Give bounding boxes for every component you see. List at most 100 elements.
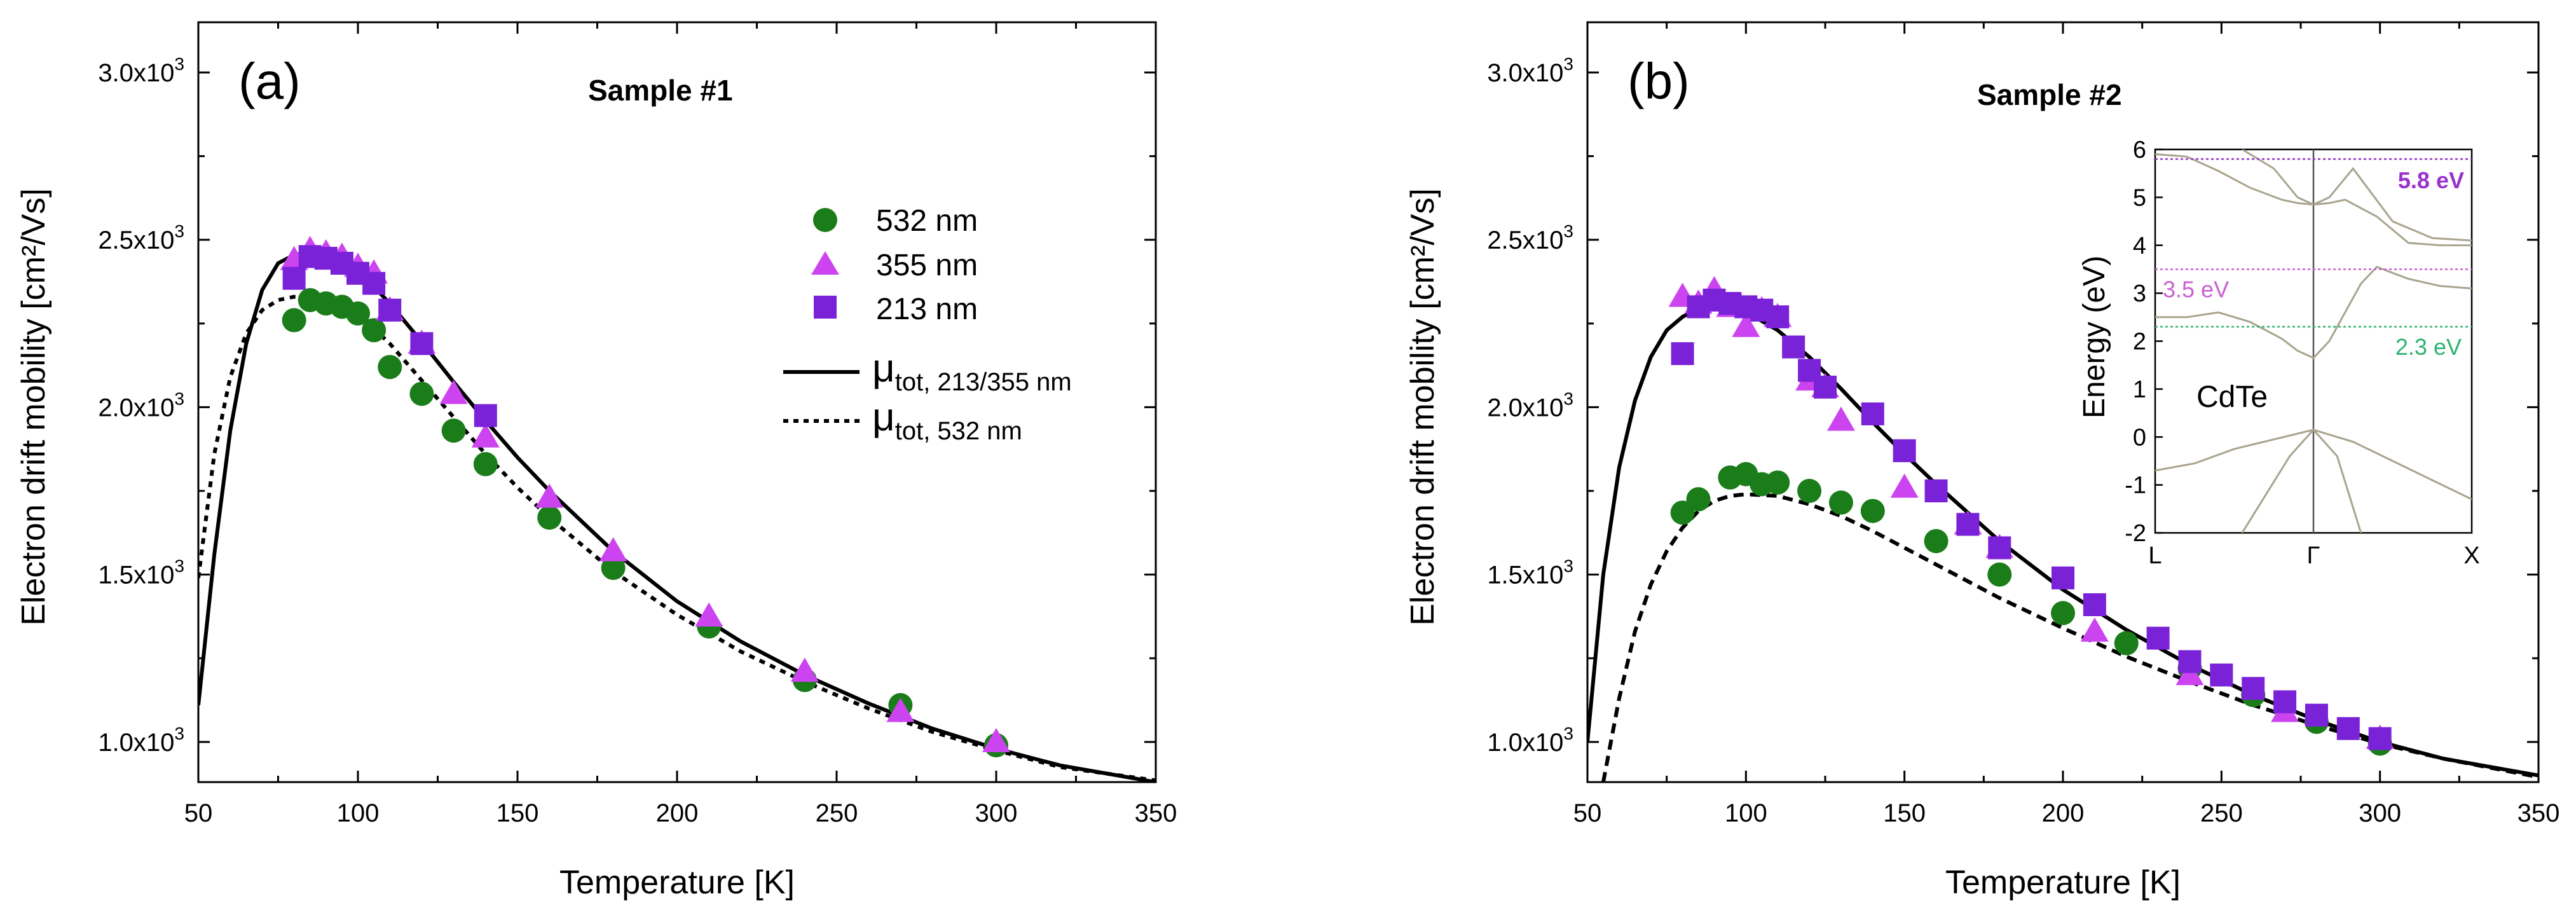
legend-label-355: 355 nm bbox=[876, 249, 978, 282]
panel-b-point-532nm bbox=[1860, 499, 1885, 523]
panel-b-point-213nm bbox=[2178, 650, 2202, 673]
inset-ytick-label: -1 bbox=[2125, 472, 2146, 499]
inset-ytick-label: 0 bbox=[2133, 424, 2146, 451]
legend-label-dotted: μtot, 532 nm bbox=[872, 396, 1022, 445]
panel-a-label: (a) bbox=[238, 53, 301, 109]
panel-b-point-532nm bbox=[1797, 479, 1822, 504]
inset-ytick-label: 4 bbox=[2133, 233, 2146, 259]
panel-b-xtick-label: 350 bbox=[2518, 799, 2560, 827]
panel-a-point-532nm bbox=[473, 451, 498, 476]
panel-b-point-532nm bbox=[1828, 490, 1853, 515]
inset-xtick-label: L bbox=[2148, 542, 2162, 569]
inset-title: CdTe bbox=[2196, 380, 2268, 414]
panel-a-legend: 532 nm 355 nm 213 nm μtot, 213/355 nm μt… bbox=[783, 204, 1072, 445]
panel-a-point-355nm bbox=[790, 657, 819, 682]
panel-a-point-532nm bbox=[378, 355, 402, 380]
panel-a-point-355nm bbox=[695, 602, 723, 627]
inset-ytick-label: 1 bbox=[2133, 376, 2146, 403]
panel-b-point-355nm bbox=[1732, 313, 1760, 338]
inset-level-label: 5.8 eV bbox=[2398, 167, 2464, 193]
panel-b-point-213nm bbox=[1766, 305, 1790, 329]
panel-a-ytick-label: 1.5x103 bbox=[98, 556, 184, 589]
panel-a-point-532nm bbox=[441, 418, 466, 443]
panel-b-point-213nm bbox=[2305, 703, 2328, 727]
panel-a-frame bbox=[197, 21, 1157, 783]
panel-b-curve-dashed bbox=[1601, 492, 2538, 782]
panel-a-point-213nm bbox=[378, 298, 402, 322]
panel-a-point-532nm bbox=[362, 318, 387, 343]
panel-a-point-213nm bbox=[474, 404, 497, 427]
panel-b-point-532nm bbox=[1686, 487, 1711, 512]
panel-b-point-213nm bbox=[1861, 402, 1884, 425]
panel-b-point-213nm bbox=[1956, 513, 1980, 536]
legend-marker-213 bbox=[814, 296, 837, 319]
panel-a-xtick-label: 50 bbox=[184, 799, 213, 827]
legend-label-213: 213 nm bbox=[876, 292, 978, 326]
panel-b-ytick-label: 1.0x103 bbox=[1487, 724, 1573, 757]
panel-b-ytick-label: 2.0x103 bbox=[1487, 389, 1573, 422]
inset-ytick-label: 2 bbox=[2133, 329, 2146, 355]
panel-b-xlabel: Temperature [K] bbox=[1945, 864, 2181, 901]
panel-b-point-532nm bbox=[1987, 562, 2012, 587]
panel-b-point-213nm bbox=[2083, 593, 2106, 616]
panel-a-point-532nm bbox=[409, 382, 434, 406]
panel-b-point-532nm bbox=[2114, 631, 2139, 656]
panel-a-xtick-label: 350 bbox=[1135, 799, 1177, 827]
panel-a-xtick-label: 150 bbox=[497, 799, 539, 827]
inset-ytick-label: 3 bbox=[2133, 280, 2146, 307]
panel-a-point-213nm bbox=[362, 272, 386, 295]
panel-a-xtick-label: 200 bbox=[656, 799, 699, 827]
panel-b-xtick-label: 250 bbox=[2200, 799, 2243, 827]
inset-band bbox=[2241, 428, 2362, 533]
panel-b-point-213nm bbox=[2146, 626, 2170, 650]
panel-b: (b) Sample #2 Temperature [K] Electron d… bbox=[1404, 21, 2560, 901]
panel-a-point-355nm bbox=[982, 727, 1010, 752]
inset-band bbox=[2242, 149, 2472, 242]
panel-a: (a) Sample #1 Temperature [K] Electron d… bbox=[15, 21, 1177, 901]
panel-a-point-213nm bbox=[282, 266, 306, 290]
panel-a-point-532nm bbox=[601, 556, 626, 581]
inset-ytick-label: 5 bbox=[2133, 184, 2146, 211]
inset-ytick-label: 6 bbox=[2133, 137, 2146, 163]
legend-label-532: 532 nm bbox=[876, 204, 978, 238]
legend-label-solid: μtot, 213/355 nm bbox=[872, 347, 1072, 396]
panel-b-ytick-label: 1.5x103 bbox=[1487, 556, 1573, 589]
panel-a-xtick-label: 300 bbox=[975, 799, 1018, 827]
panel-a-xlabel: Temperature [K] bbox=[559, 864, 795, 901]
panel-b-point-355nm bbox=[2175, 661, 2204, 685]
panel-b-point-213nm bbox=[2210, 663, 2233, 687]
panel-b-point-532nm bbox=[1924, 528, 1949, 553]
panel-b-ytick-label: 3.0x103 bbox=[1487, 54, 1573, 87]
panel-b-point-213nm bbox=[1814, 375, 1837, 399]
panel-a-curve-solid bbox=[198, 251, 1156, 782]
panel-a-point-355nm bbox=[535, 483, 564, 508]
panel-b-label: (b) bbox=[1627, 53, 1690, 109]
panel-b-xtick-label: 50 bbox=[1573, 799, 1602, 827]
panel-a-point-213nm bbox=[410, 332, 434, 355]
panel-b-point-213nm bbox=[1988, 536, 2011, 560]
panel-b-point-213nm bbox=[2336, 717, 2360, 740]
panel-b-point-355nm bbox=[2080, 617, 2109, 642]
legend-marker-532 bbox=[813, 208, 837, 232]
panel-b-xtick-label: 100 bbox=[1725, 799, 1767, 827]
panel-a-title: Sample #1 bbox=[588, 74, 733, 107]
panel-a-ytick-label: 2.0x103 bbox=[98, 389, 184, 422]
inset-ylabel: Energy (eV) bbox=[2078, 256, 2111, 418]
inset-level-label: 3.5 eV bbox=[2163, 276, 2229, 302]
panel-b-xtick-label: 150 bbox=[1883, 799, 1926, 827]
panel-a-ylabel: Electron drift mobility [cm²/Vs] bbox=[15, 188, 52, 626]
panel-a-point-532nm bbox=[282, 308, 306, 333]
panel-a-ytick-label: 3.0x103 bbox=[98, 54, 184, 87]
inset-ytick-label: -2 bbox=[2125, 520, 2146, 547]
panel-b-point-213nm bbox=[1924, 479, 1948, 503]
panel-a-ytick-label: 1.0x103 bbox=[98, 724, 184, 757]
panel-a-point-355nm bbox=[439, 380, 468, 404]
inset-xtick-label: Γ bbox=[2307, 542, 2320, 569]
panel-a-xtick-label: 100 bbox=[337, 799, 380, 827]
panel-b-xtick-label: 300 bbox=[2359, 799, 2401, 827]
panel-a-point-355nm bbox=[471, 423, 500, 448]
panel-b-title: Sample #2 bbox=[1977, 78, 2122, 111]
panel-b-point-213nm bbox=[1782, 335, 1805, 359]
panel-a-point-355nm bbox=[886, 698, 915, 722]
